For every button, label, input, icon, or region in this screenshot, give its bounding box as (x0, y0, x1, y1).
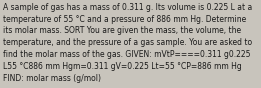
Text: temperature, and the pressure of a gas sample. You are asked to: temperature, and the pressure of a gas s… (3, 38, 252, 47)
Text: its molar mass. SORT You are given the mass, the volume, the: its molar mass. SORT You are given the m… (3, 26, 241, 35)
Text: L55 °C886 mm Hgm=0.311 gV=0.225 Lt=55 °CP=886 mm Hg: L55 °C886 mm Hgm=0.311 gV=0.225 Lt=55 °C… (3, 62, 242, 71)
Text: find the molar mass of the gas. GIVEN: mVtP====0.311 g0.225: find the molar mass of the gas. GIVEN: m… (3, 50, 251, 59)
Text: FIND: molar mass (g/mol): FIND: molar mass (g/mol) (3, 74, 101, 83)
Text: A sample of gas has a mass of 0.311 g. Its volume is 0.225 L at a: A sample of gas has a mass of 0.311 g. I… (3, 3, 252, 12)
Text: temperature of 55 °C and a pressure of 886 mm Hg. Determine: temperature of 55 °C and a pressure of 8… (3, 15, 246, 23)
